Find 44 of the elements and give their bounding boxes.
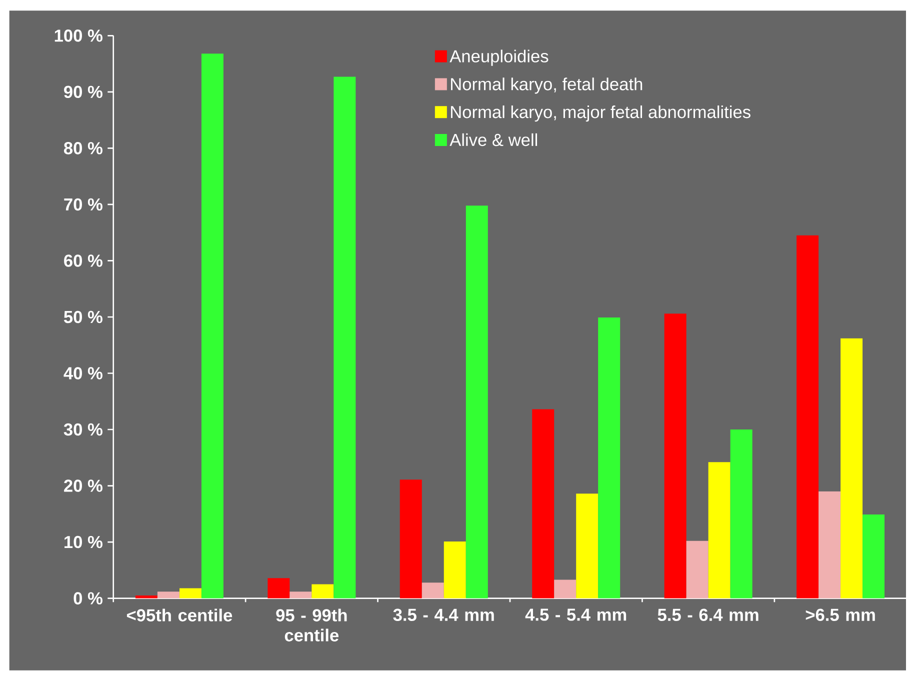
y-tick-label: 60 % [64,254,102,267]
bar [268,578,290,598]
y-tick-label: 50 % [64,310,102,324]
y-tick-label: 0 % [74,592,102,604]
bar [840,338,863,598]
bar [201,54,224,598]
legend-label: Aneuploidies [450,50,548,66]
bar [818,491,841,598]
bar [576,494,598,598]
bar [466,206,488,598]
bar [796,235,819,598]
bar [312,584,334,598]
bar [598,318,620,598]
x-tick-label: 3.5 - 4.4 mm [393,608,494,622]
bar [290,592,312,598]
legend-label: Alive & well [450,133,538,146]
bar [554,580,576,598]
bar [422,582,444,598]
y-tick-label: 40 % [64,367,102,380]
y-tick-label: 10 % [64,536,102,548]
bar [179,588,202,598]
x-tick-label: 5.5 - 6.4 mm [658,608,758,621]
x-tick-label: 95 - 99th centile [276,608,347,642]
x-tick-label: <95th centile [126,608,232,622]
bar [730,430,752,598]
bar [686,540,708,598]
legend-label: Normal karyo, fetal death [451,78,642,94]
bar [664,314,686,598]
bar [862,514,885,598]
y-tick-label: 20 % [64,480,102,492]
legend-label: Normal karyo, major fetal abnormalities [451,105,750,122]
y-tick-label: 30 % [64,423,102,436]
x-tick-label: >6.5 mm [806,608,875,621]
bar [157,592,180,598]
bar [708,462,730,598]
y-tick-label: 80 % [64,142,102,154]
bar [532,409,554,598]
y-tick-label: 70 % [64,198,102,211]
bar [400,480,422,598]
y-tick-label: 100 % [54,30,102,42]
bar [444,541,466,598]
x-tick-label: 4.5 - 5.4 mm [525,608,626,621]
y-tick-label: 90 % [64,86,102,98]
bar [334,76,356,598]
